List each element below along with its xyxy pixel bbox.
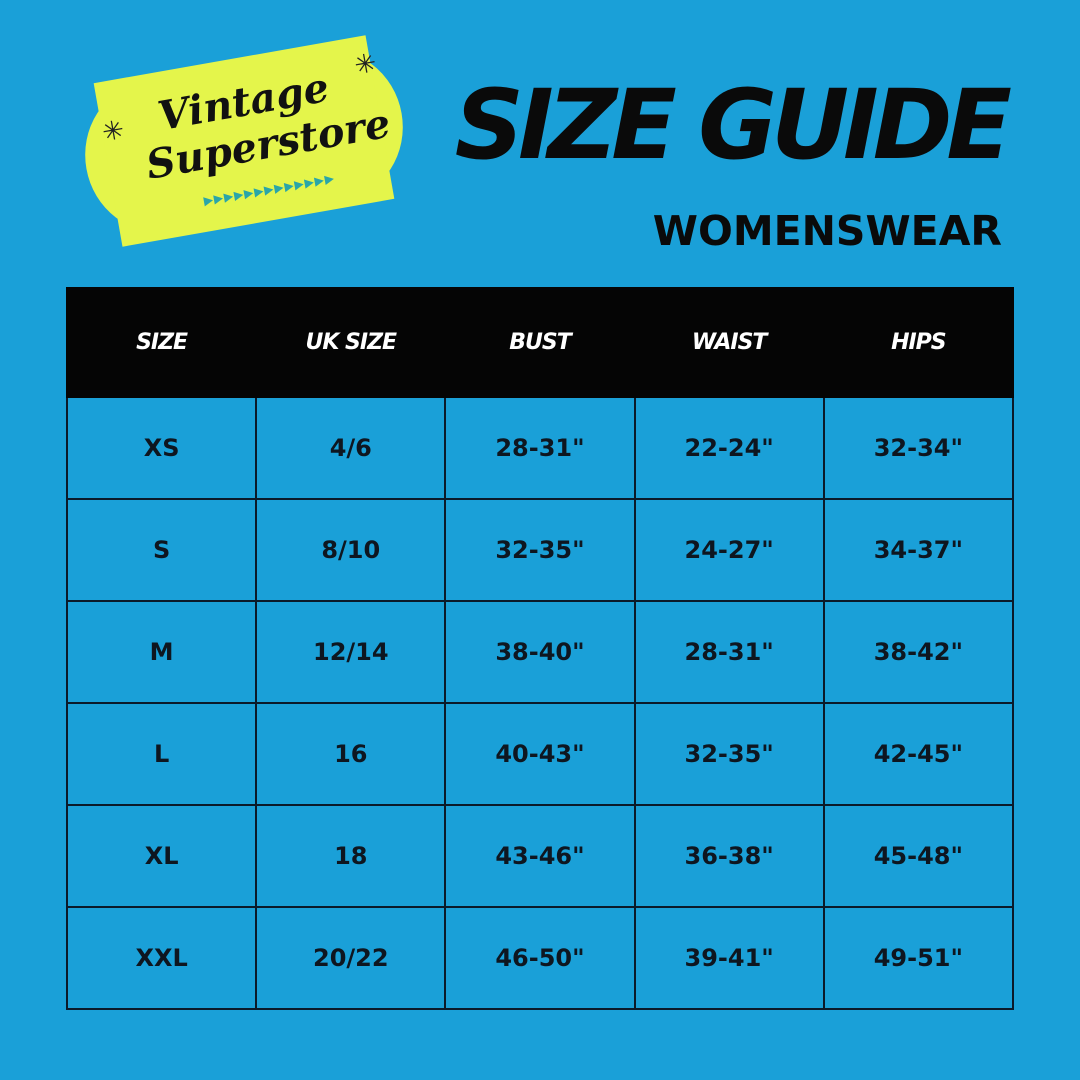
cell-waist: 39-41" [633, 906, 825, 1010]
cell-waist: 32-35" [633, 702, 825, 806]
table-row: XL 18 43-46" 36-38" 45-48" [65, 804, 1015, 908]
cell-uk-size: 18 [255, 804, 447, 908]
cell-bust: 38-40" [444, 600, 636, 704]
table-row: L 16 40-43" 32-35" 42-45" [65, 702, 1015, 806]
header-hips: HIPS [822, 287, 1015, 398]
cell-waist: 28-31" [633, 600, 825, 704]
table-row: XXL 20/22 46-50" 39-41" 49-51" [65, 906, 1015, 1010]
cell-hips: 34-37" [822, 498, 1015, 602]
logo: ✳ ✳ Vintage Superstore ▶▶▶▶▶▶▶▶▶▶▶▶▶ [73, 39, 415, 243]
cell-hips: 45-48" [822, 804, 1015, 908]
header-waist: WAIST [633, 287, 825, 398]
cell-waist: 22-24" [633, 396, 825, 500]
cell-uk-size: 4/6 [255, 396, 447, 500]
cell-waist: 36-38" [633, 804, 825, 908]
cell-hips: 32-34" [822, 396, 1015, 500]
cell-uk-size: 12/14 [255, 600, 447, 704]
cell-hips: 49-51" [822, 906, 1015, 1010]
table-header-row: SIZE UK SIZE BUST WAIST HIPS [65, 287, 1015, 398]
page-subtitle: WOMENSWEAR [652, 207, 1002, 255]
cell-bust: 43-46" [444, 804, 636, 908]
page-title: SIZE GUIDE [454, 69, 1012, 181]
cell-uk-size: 16 [255, 702, 447, 806]
table-row: XS 4/6 28-31" 22-24" 32-34" [65, 396, 1015, 500]
cell-bust: 32-35" [444, 498, 636, 602]
cell-size: S [65, 498, 258, 602]
cell-waist: 24-27" [633, 498, 825, 602]
cell-bust: 28-31" [444, 396, 636, 500]
cell-bust: 46-50" [444, 906, 636, 1010]
table-row: S 8/10 32-35" 24-27" 34-37" [65, 498, 1015, 602]
cell-hips: 42-45" [822, 702, 1015, 806]
header-bust: BUST [444, 287, 636, 398]
cell-bust: 40-43" [444, 702, 636, 806]
header-size: SIZE [65, 287, 258, 398]
cell-size: XXL [65, 906, 258, 1010]
cell-size: M [65, 600, 258, 704]
cell-size: XL [65, 804, 258, 908]
cell-uk-size: 8/10 [255, 498, 447, 602]
cell-hips: 38-42" [822, 600, 1015, 704]
cell-size: XS [65, 396, 258, 500]
size-table: SIZE UK SIZE BUST WAIST HIPS XS 4/6 28-31"… [65, 287, 1015, 1010]
table-row: M 12/14 38-40" 28-31" 38-42" [65, 600, 1015, 704]
sparkle-icon: ✳ [99, 114, 127, 149]
cell-size: L [65, 702, 258, 806]
header-uk-size: UK SIZE [255, 287, 447, 398]
cell-uk-size: 20/22 [255, 906, 447, 1010]
sparkle-icon: ✳ [352, 48, 379, 82]
